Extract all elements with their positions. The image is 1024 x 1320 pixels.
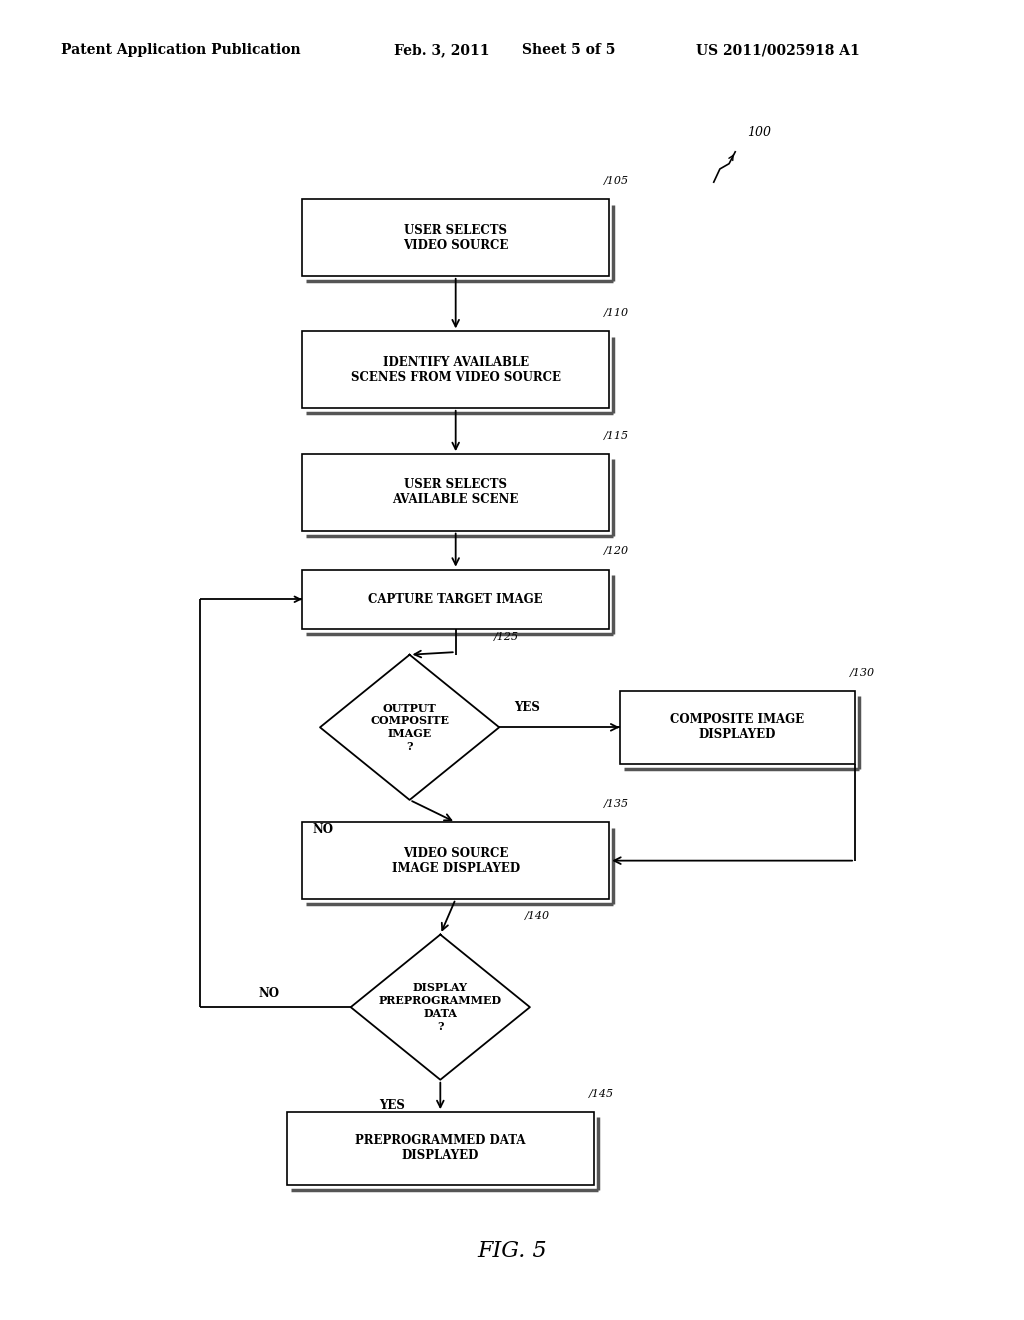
Text: ∕110: ∕110 (604, 308, 630, 318)
Text: ∕125: ∕125 (495, 631, 519, 642)
Text: Feb. 3, 2011: Feb. 3, 2011 (394, 44, 489, 57)
Polygon shape (350, 935, 530, 1080)
Bar (302, 569, 609, 628)
Text: US 2011/0025918 A1: US 2011/0025918 A1 (696, 44, 860, 57)
Text: COMPOSITE IMAGE
DISPLAYED: COMPOSITE IMAGE DISPLAYED (671, 713, 804, 742)
Text: NO: NO (259, 986, 280, 999)
Text: CAPTURE TARGET IMAGE: CAPTURE TARGET IMAGE (369, 593, 543, 606)
Text: Sheet 5 of 5: Sheet 5 of 5 (522, 44, 615, 57)
Text: NO: NO (312, 822, 334, 836)
Bar (302, 199, 609, 276)
Text: USER SELECTS
AVAILABLE SCENE: USER SELECTS AVAILABLE SCENE (392, 478, 519, 507)
Text: FIG. 5: FIG. 5 (477, 1241, 547, 1262)
Bar (302, 822, 609, 899)
Text: VIDEO SOURCE
IMAGE DISPLAYED: VIDEO SOURCE IMAGE DISPLAYED (391, 846, 520, 875)
Text: DISPLAY
PREPROGRAMMED
DATA
?: DISPLAY PREPROGRAMMED DATA ? (379, 982, 502, 1032)
Text: ∕135: ∕135 (604, 799, 630, 809)
Text: Patent Application Publication: Patent Application Publication (61, 44, 301, 57)
Bar (302, 454, 609, 531)
Text: IDENTIFY AVAILABLE
SCENES FROM VIDEO SOURCE: IDENTIFY AVAILABLE SCENES FROM VIDEO SOU… (350, 355, 561, 384)
Polygon shape (319, 655, 500, 800)
Text: PREPROGRAMMED DATA
DISPLAYED: PREPROGRAMMED DATA DISPLAYED (355, 1134, 525, 1163)
Text: YES: YES (515, 701, 541, 714)
Text: OUTPUT
COMPOSITE
IMAGE
?: OUTPUT COMPOSITE IMAGE ? (370, 702, 450, 752)
Bar (620, 692, 855, 763)
Text: ∕140: ∕140 (524, 911, 550, 921)
Text: ∕145: ∕145 (589, 1089, 614, 1098)
Text: USER SELECTS
VIDEO SOURCE: USER SELECTS VIDEO SOURCE (403, 223, 508, 252)
Text: ∕105: ∕105 (604, 176, 630, 186)
Text: ∕120: ∕120 (604, 546, 630, 557)
Text: YES: YES (379, 1098, 404, 1111)
Text: ∕130: ∕130 (850, 668, 876, 678)
Text: 100: 100 (748, 125, 771, 139)
Bar (287, 1111, 594, 1185)
Bar (302, 331, 609, 408)
Text: ∕115: ∕115 (604, 430, 630, 441)
